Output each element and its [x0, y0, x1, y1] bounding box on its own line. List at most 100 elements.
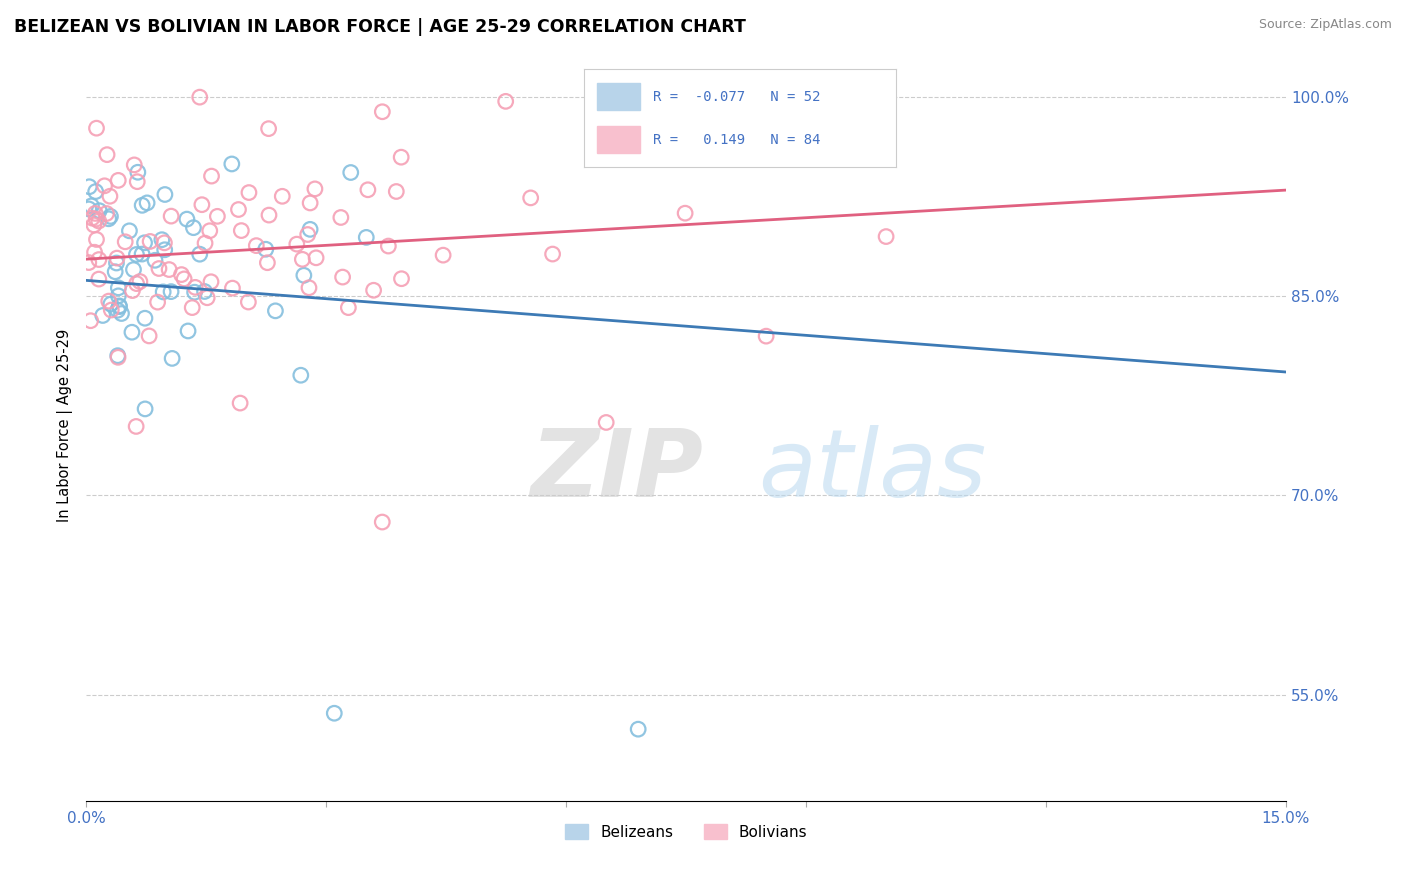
Point — [107, 349, 129, 363]
Point — [134, 401, 156, 416]
Point — [207, 210, 229, 224]
Point — [84, 206, 107, 220]
Point — [238, 186, 260, 200]
Point — [299, 196, 322, 211]
Point — [96, 206, 118, 220]
Point — [100, 297, 122, 311]
Point — [83, 218, 105, 232]
Point — [173, 272, 195, 286]
Point — [77, 202, 100, 216]
Point — [131, 247, 153, 261]
Point — [131, 198, 153, 212]
Point — [83, 245, 105, 260]
Point — [121, 325, 143, 339]
Point — [152, 285, 174, 299]
Point — [595, 416, 617, 430]
Point — [257, 121, 280, 136]
Point — [157, 262, 180, 277]
Point — [875, 229, 897, 244]
Point — [377, 239, 399, 253]
Point — [292, 268, 315, 283]
Point — [371, 104, 394, 119]
Text: atlas: atlas — [758, 425, 987, 516]
Point — [125, 277, 148, 291]
Point — [432, 248, 454, 262]
Point — [139, 235, 162, 249]
Point — [257, 208, 280, 222]
Point — [134, 311, 156, 326]
Point — [107, 303, 129, 318]
Point — [177, 324, 200, 338]
Point — [356, 230, 378, 244]
Point — [110, 306, 132, 320]
Point — [160, 209, 183, 223]
Point — [86, 121, 108, 136]
Point — [84, 212, 107, 227]
Y-axis label: In Labor Force | Age 25-29: In Labor Force | Age 25-29 — [58, 329, 73, 523]
Point — [264, 303, 287, 318]
Point — [256, 256, 278, 270]
Point — [385, 185, 408, 199]
Point — [107, 173, 129, 187]
Point — [84, 185, 107, 199]
Point — [221, 281, 243, 295]
Point — [291, 252, 314, 267]
Point — [107, 289, 129, 303]
Text: Source: ZipAtlas.com: Source: ZipAtlas.com — [1258, 18, 1392, 31]
Point — [122, 158, 145, 172]
Point — [134, 235, 156, 250]
Point — [254, 242, 277, 256]
Point — [191, 197, 214, 211]
Point — [125, 247, 148, 261]
Point — [195, 291, 218, 305]
Point — [170, 268, 193, 282]
Point — [329, 211, 352, 225]
Point — [114, 235, 136, 249]
Point — [127, 165, 149, 179]
Point — [108, 299, 131, 313]
Point — [363, 283, 385, 297]
Point — [183, 285, 205, 300]
Point — [194, 236, 217, 251]
Point — [304, 182, 326, 196]
Point — [188, 247, 211, 261]
Point — [231, 224, 253, 238]
Point — [118, 224, 141, 238]
Point — [181, 301, 204, 315]
Point — [391, 271, 413, 285]
Point — [108, 300, 131, 314]
Point — [337, 301, 360, 315]
Point — [245, 238, 267, 252]
Point — [122, 262, 145, 277]
Point — [96, 147, 118, 161]
Point — [519, 191, 541, 205]
Point — [228, 202, 250, 217]
Point — [160, 285, 183, 299]
Point — [97, 294, 120, 309]
Point — [541, 247, 564, 261]
Point — [221, 157, 243, 171]
Point — [143, 253, 166, 268]
Point — [87, 272, 110, 286]
Legend: Belizeans, Bolivians: Belizeans, Bolivians — [558, 818, 814, 846]
Point — [357, 183, 380, 197]
Point — [298, 281, 321, 295]
Point — [495, 95, 517, 109]
Point — [91, 309, 114, 323]
Point — [183, 220, 205, 235]
Point — [107, 351, 129, 365]
Text: BELIZEAN VS BOLIVIAN IN LABOR FORCE | AGE 25-29 CORRELATION CHART: BELIZEAN VS BOLIVIAN IN LABOR FORCE | AG… — [14, 18, 747, 36]
Point — [153, 243, 176, 257]
Point — [100, 210, 122, 224]
Point — [104, 265, 127, 279]
Point — [82, 211, 104, 226]
Point — [148, 261, 170, 276]
Text: ZIP: ZIP — [530, 425, 703, 516]
Point — [79, 314, 101, 328]
Point — [193, 285, 215, 299]
Point — [79, 179, 101, 194]
Point — [299, 222, 322, 236]
Point — [389, 150, 412, 164]
Point — [285, 237, 308, 252]
Point — [87, 252, 110, 267]
